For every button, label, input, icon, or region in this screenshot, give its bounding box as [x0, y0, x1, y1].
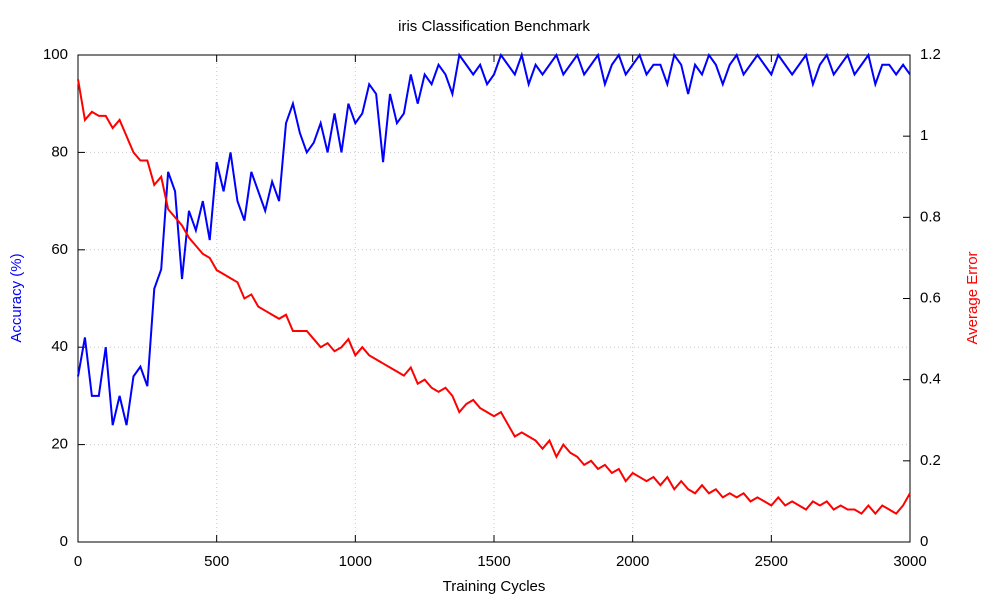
series-line: [77, 51, 911, 426]
x-tick-label: 2000: [616, 553, 649, 570]
y-tick-label: 40: [51, 338, 68, 355]
x-tick-label: 0: [74, 553, 82, 570]
x-tick-label: 3000: [893, 553, 926, 570]
y2-axis-label: Average Error: [964, 251, 981, 344]
x-tick-label: 500: [204, 553, 229, 570]
y2-tick-label: 0.2: [920, 452, 941, 469]
y2-tick-label: 1.2: [920, 46, 941, 63]
y-tick-label: 20: [51, 436, 68, 453]
y2-tick-label: 0.8: [920, 208, 941, 225]
y2-tick-label: 0.6: [920, 289, 941, 306]
chart-title: iris Classification Benchmark: [398, 18, 590, 35]
x-tick-label: 1000: [339, 553, 372, 570]
plot-frame: [77, 54, 911, 543]
y-tick-label: 0: [60, 533, 68, 550]
y2-tick-label: 0: [920, 533, 928, 550]
x-axis-label: Training Cycles: [443, 578, 546, 595]
y2-tick-label: 1: [920, 127, 928, 144]
y-tick-label: 100: [43, 46, 68, 63]
y-tick-label: 60: [51, 241, 68, 258]
y-tick-label: 80: [51, 143, 68, 160]
y2-tick-label: 0.4: [920, 371, 941, 388]
series-line: [77, 79, 911, 516]
x-tick-label: 2500: [755, 553, 788, 570]
x-tick-label: 1500: [477, 553, 510, 570]
y-axis-label: Accuracy (%): [8, 253, 25, 342]
